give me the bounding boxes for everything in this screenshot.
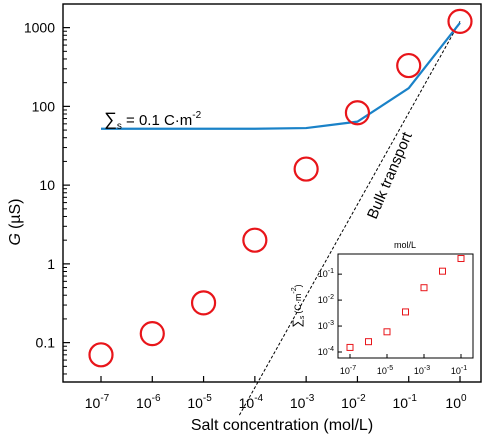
x-tick-label: 10-2	[341, 393, 366, 411]
conductance-point	[190, 290, 217, 316]
inset-y-close: )	[293, 284, 303, 287]
bulk-transport-label: Bulk transport	[364, 129, 416, 222]
x-tick-label: 10-5	[187, 393, 212, 411]
x-tick-label: 10-6	[136, 393, 161, 411]
inset-title: mol/L	[394, 240, 416, 250]
inset-y-subscript: s	[299, 315, 306, 319]
surface-charge-point	[457, 255, 465, 263]
conductance-markers	[88, 8, 473, 368]
x-tick-label: 10-3	[290, 393, 315, 411]
y-tick-label: 100	[32, 98, 56, 114]
conductance-point	[344, 100, 371, 126]
inset-y-tick-label: 10-2	[318, 294, 334, 305]
inset-y-tick-label: 10-1	[318, 268, 334, 279]
inset-tick-marks	[338, 273, 462, 358]
inset-y-unit: (C·m	[293, 294, 303, 314]
x-axis-title: Salt concentration (mol/L)	[191, 417, 373, 434]
inset-plot-frame	[337, 253, 474, 359]
surface-charge-sum-symbol: ∑	[104, 109, 117, 129]
conductance-point	[88, 342, 114, 368]
surface-charge-label: ∑s = 0.1 C·m-2	[104, 109, 202, 132]
y-axis-variable: G	[7, 233, 24, 245]
bulk-transport-line	[238, 21, 461, 416]
conductance-point	[396, 52, 422, 79]
inset-y-tick-label: 10-4	[318, 346, 334, 357]
main-tick-marks	[63, 27, 461, 382]
main-x-tick-labels: 10-7 10-6 10-5 10-4 10-3 10-2 10-1 100	[85, 393, 467, 411]
inset-x-tick-label: 10-1	[451, 365, 467, 376]
inset-y-sum-symbol: ∑	[290, 319, 304, 328]
surface-charge-point	[439, 267, 446, 275]
surface-charge-point	[346, 343, 354, 351]
surface-charge-markers	[346, 255, 465, 351]
conductance-point	[139, 321, 165, 347]
y-axis-title: G (µS)	[7, 199, 24, 246]
y-axis-unit: (µS)	[7, 199, 24, 230]
y-tick-label: 0.1	[36, 335, 56, 351]
surface-charge-point	[365, 338, 372, 346]
surface-charge-polyline	[101, 22, 461, 130]
surface-charge-point	[402, 308, 409, 316]
conductance-point	[242, 227, 268, 253]
inset-y-axis-title: ∑s(C·m-2)	[290, 284, 306, 327]
inset-x-tick-label: 10-7	[340, 365, 356, 376]
x-tick-label: 10-7	[85, 393, 110, 411]
surface-charge-value: = 0.1 C·m	[122, 112, 192, 129]
y-tick-label: 1	[47, 256, 55, 272]
inset-y-tick-labels: 10-4 10-3 10-2 10-1	[318, 268, 334, 357]
inset-y-exponent: -2	[291, 287, 298, 293]
x-tick-label: 10-1	[392, 393, 417, 411]
x-tick-label: 100	[445, 393, 467, 411]
inset-x-tick-label: 10-5	[377, 365, 393, 376]
surface-charge-point	[383, 328, 391, 336]
conductance-point	[447, 8, 473, 34]
surface-charge-exponent: -2	[192, 110, 201, 121]
y-tick-label: 1000	[24, 20, 55, 36]
conductance-point	[293, 156, 319, 182]
surface-charge-point	[420, 284, 428, 292]
inset-x-tick-labels: 10-7 10-5 10-3 10-1	[340, 365, 467, 376]
main-y-tick-labels: 0.1 1 10 100 1000	[24, 20, 55, 351]
bulk-transport-dashed-line	[238, 21, 461, 416]
surface-charge-line	[101, 22, 461, 130]
x-tick-label: 10-4	[239, 393, 264, 411]
surface-charge-subscript: s	[117, 121, 122, 132]
inset-y-tick-label: 10-3	[318, 320, 334, 331]
inset-x-tick-label: 10-3	[414, 365, 430, 376]
y-tick-label: 10	[39, 177, 55, 193]
